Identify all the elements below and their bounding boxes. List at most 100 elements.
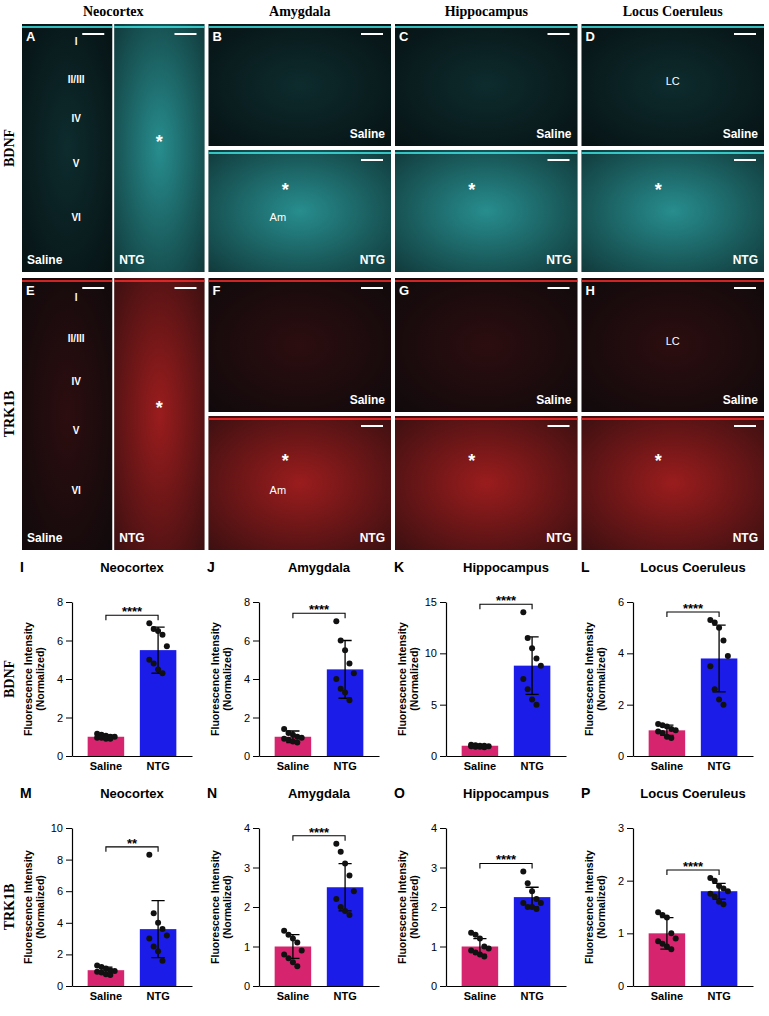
x-axis: SalineNTG — [73, 987, 193, 1002]
axis-line — [446, 829, 447, 987]
tick-mark — [253, 868, 259, 869]
data-point — [159, 958, 165, 964]
significance-label: **** — [683, 601, 704, 616]
tick-mark — [627, 653, 633, 654]
tissue-edge — [114, 280, 204, 282]
tick-label: 6 — [57, 635, 63, 647]
asterisk: * — [282, 451, 289, 471]
data-point — [668, 930, 674, 936]
y-tick: 2 — [57, 948, 72, 960]
chart-title: Locus Coeruleus — [640, 560, 745, 575]
y-tick: 8 — [244, 596, 259, 608]
data-point — [525, 635, 531, 641]
data-point — [720, 702, 726, 708]
data-point — [107, 736, 113, 742]
y-tick: 2 — [618, 875, 633, 887]
y-axis: 02468 — [244, 596, 260, 762]
plot-marks — [275, 841, 364, 986]
tick-label: Saline — [464, 760, 496, 772]
panel-label: H — [586, 283, 595, 298]
y-tick: 10 — [425, 647, 446, 659]
tick-mark — [253, 756, 259, 757]
tick-mark — [253, 986, 259, 987]
figure: NeocortexAmygdalaHippocampusLocus Coerul… — [0, 0, 769, 1016]
tick-label: Saline — [277, 760, 309, 772]
condition-label: Saline — [27, 253, 63, 267]
data-point — [146, 852, 152, 858]
chart-title: Amygdala — [288, 560, 351, 575]
tick-mark — [440, 947, 446, 948]
tissue-edge — [582, 26, 765, 28]
y-tick: 2 — [244, 901, 259, 913]
y-tick: 8 — [57, 596, 72, 608]
x-tick: NTG — [707, 990, 730, 1002]
x-tick: Saline — [90, 760, 122, 772]
tissue-edge — [209, 280, 392, 282]
tick-label: 0 — [431, 980, 437, 992]
y-tick: 4 — [431, 822, 446, 834]
panel-label: D — [586, 29, 595, 44]
x-axis: SalineNTG — [634, 757, 754, 772]
condition-label: Saline — [536, 127, 572, 141]
tissue-edge — [582, 152, 765, 154]
y-axis: 01234 — [431, 822, 447, 992]
data-point — [333, 896, 339, 902]
panel-label: E — [26, 283, 35, 298]
tick-label: 8 — [244, 596, 250, 608]
layer-label: V — [73, 158, 80, 169]
axis-line — [260, 986, 380, 987]
tick-label: 8 — [57, 854, 63, 866]
image-panel: SalineLCNTG*D — [582, 24, 765, 272]
error-bar — [526, 637, 539, 694]
condition-label: NTG — [546, 531, 571, 545]
error-bar — [339, 641, 352, 699]
tick-mark — [627, 828, 633, 829]
y-axis: 02468 — [57, 596, 73, 762]
y-axis: 01234 — [244, 822, 260, 992]
tick-mark — [627, 756, 633, 757]
tick-label: 0 — [57, 980, 63, 992]
micrograph — [395, 416, 578, 550]
stain-signal — [209, 278, 392, 412]
tick-label: 4 — [244, 822, 250, 834]
tick-mark — [253, 602, 259, 603]
tick-label: 0 — [618, 980, 624, 992]
column-title: Neocortex — [83, 4, 144, 19]
panel-label: M — [20, 785, 32, 801]
image-panel: SalineNTG*G — [395, 278, 578, 550]
micrograph — [582, 416, 765, 550]
data-point — [712, 620, 718, 626]
micrograph — [22, 24, 112, 272]
panel-label: J — [207, 559, 215, 575]
tick-mark — [627, 933, 633, 934]
chart: NeocortexMFluorescence Intensity(Normali… — [20, 785, 193, 1002]
data-point — [481, 744, 487, 750]
x-tick: Saline — [651, 990, 683, 1002]
data-point — [151, 910, 157, 916]
tick-label: 0 — [431, 750, 437, 762]
scale-bar — [82, 287, 104, 289]
tick-label: NTG — [333, 760, 356, 772]
plot-marks — [649, 875, 738, 986]
condition-label: NTG — [119, 531, 144, 545]
y-tick: 1 — [244, 941, 259, 953]
data-point — [525, 686, 531, 692]
chart: Locus CoeruleusPFluorescence Intensity(N… — [581, 785, 754, 1002]
tick-label: Saline — [90, 990, 122, 1002]
micrograph — [395, 150, 578, 272]
tick-label: 4 — [57, 917, 63, 929]
micrograph — [209, 416, 392, 550]
data-point — [294, 963, 300, 969]
tick-label: NTG — [520, 760, 543, 772]
data-point — [342, 647, 348, 653]
tick-mark — [253, 828, 259, 829]
data-point — [159, 670, 165, 676]
chart-title: Locus Coeruleus — [640, 786, 745, 801]
tick-label: 0 — [57, 750, 63, 762]
chart-title: Neocortex — [100, 786, 164, 801]
tick-mark — [627, 705, 633, 706]
column-title: Amygdala — [269, 4, 330, 19]
condition-label: Saline — [536, 393, 572, 407]
tick-mark — [440, 868, 446, 869]
data-point — [533, 906, 539, 912]
